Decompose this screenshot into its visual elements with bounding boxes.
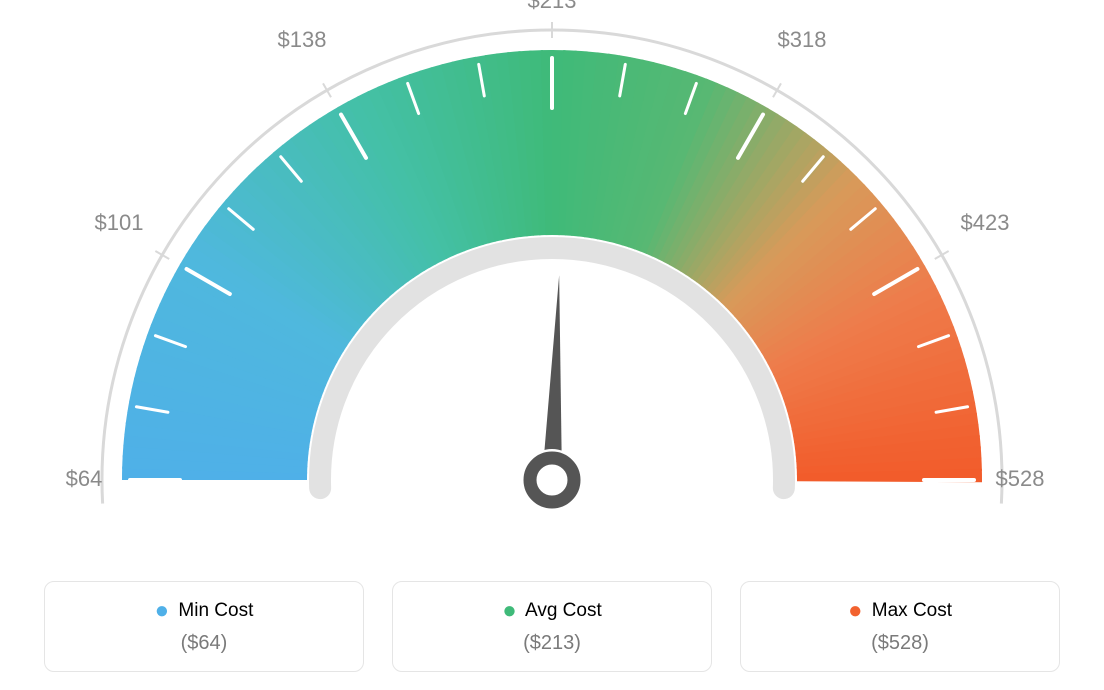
svg-text:$64: $64 [66, 466, 103, 491]
legend-title-avg: ● Avg Cost [403, 600, 701, 622]
legend-card-avg: ● Avg Cost ($213) [392, 581, 712, 672]
gauge-svg: $64 $101 $138 $213 $318 $423 $528 [0, 0, 1104, 560]
legend-title-max: ● Max Cost [751, 600, 1049, 622]
svg-text:$101: $101 [95, 210, 144, 235]
legend-card-max: ● Max Cost ($528) [740, 581, 1060, 672]
legend-title-min: ● Min Cost [55, 600, 353, 622]
legend-value-min: ($64) [55, 632, 353, 655]
legend-card-min: ● Min Cost ($64) [44, 581, 364, 672]
legend-value-avg: ($213) [403, 632, 701, 655]
legend-label: Max Cost [872, 600, 952, 621]
legend-value-max: ($528) [751, 632, 1049, 655]
dot-icon: ● [155, 597, 170, 624]
svg-text:$138: $138 [278, 27, 327, 52]
svg-text:$213: $213 [528, 0, 577, 13]
legend-label: Avg Cost [525, 600, 602, 621]
svg-text:$423: $423 [961, 210, 1010, 235]
dot-icon: ● [502, 597, 517, 624]
svg-text:$528: $528 [996, 466, 1045, 491]
legend-label: Min Cost [178, 600, 253, 621]
dot-icon: ● [848, 597, 863, 624]
cost-gauge: $64 $101 $138 $213 $318 $423 $528 [0, 0, 1104, 560]
legend-row: ● Min Cost ($64) ● Avg Cost ($213) ● Max… [0, 581, 1104, 672]
svg-text:$318: $318 [778, 27, 827, 52]
